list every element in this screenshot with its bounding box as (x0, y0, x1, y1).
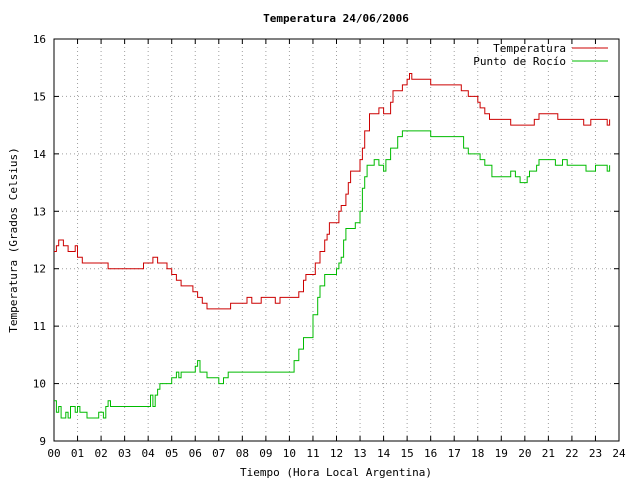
x-tick-label: 09 (259, 447, 272, 460)
legend-label-punto-de-rocio: Punto de Rocío (473, 55, 566, 68)
y-axis-label: Temperatura (Grados Celsius) (7, 147, 20, 332)
series-line-0 (54, 73, 611, 310)
x-tick-label: 12 (330, 447, 343, 460)
x-tick-label: 23 (589, 447, 602, 460)
x-tick-label: 18 (471, 447, 484, 460)
y-tick-label: 13 (33, 205, 46, 218)
x-tick-label: 10 (283, 447, 296, 460)
x-tick-label: 04 (142, 447, 156, 460)
x-axis-label: Tiempo (Hora Local Argentina) (240, 466, 432, 479)
x-tick-label: 14 (377, 447, 391, 460)
y-tick-label: 10 (33, 378, 46, 391)
x-tick-label: 00 (47, 447, 60, 460)
x-tick-label: 06 (189, 447, 202, 460)
x-tick-label: 22 (565, 447, 578, 460)
y-tick-label: 12 (33, 263, 46, 276)
x-tick-label: 20 (518, 447, 531, 460)
y-tick-label: 11 (33, 320, 46, 333)
x-tick-label: 11 (306, 447, 319, 460)
x-tick-label: 02 (94, 447, 107, 460)
x-tick-label: 03 (118, 447, 131, 460)
axis-ticks: 00 01 02 03 04 05 06 07 08 09 10 11 12 13 14 15 16 17 18 19… (33, 33, 626, 460)
x-tick-label: 19 (495, 447, 508, 460)
x-tick-label: 15 (401, 447, 414, 460)
series (54, 73, 611, 419)
series-line-1 (54, 130, 611, 419)
x-tick-label: 17 (448, 447, 461, 460)
x-tick-label: 21 (542, 447, 555, 460)
y-tick-label: 15 (33, 90, 46, 103)
y-tick-label: 16 (33, 33, 46, 46)
x-tick-label: 13 (353, 447, 366, 460)
y-tick-label: 9 (39, 435, 46, 448)
legend: Temperatura Punto de Rocío (473, 42, 608, 68)
y-tick-label: 14 (33, 148, 47, 161)
x-tick-label: 01 (71, 447, 84, 460)
chart-title: Temperatura 24/06/2006 (263, 12, 409, 25)
legend-label-temperatura: Temperatura (493, 42, 566, 55)
x-tick-label: 08 (236, 447, 249, 460)
x-tick-label: 16 (424, 447, 437, 460)
x-tick-label: 07 (212, 447, 225, 460)
x-tick-label: 24 (612, 447, 626, 460)
x-tick-label: 05 (165, 447, 178, 460)
grid (54, 39, 619, 441)
